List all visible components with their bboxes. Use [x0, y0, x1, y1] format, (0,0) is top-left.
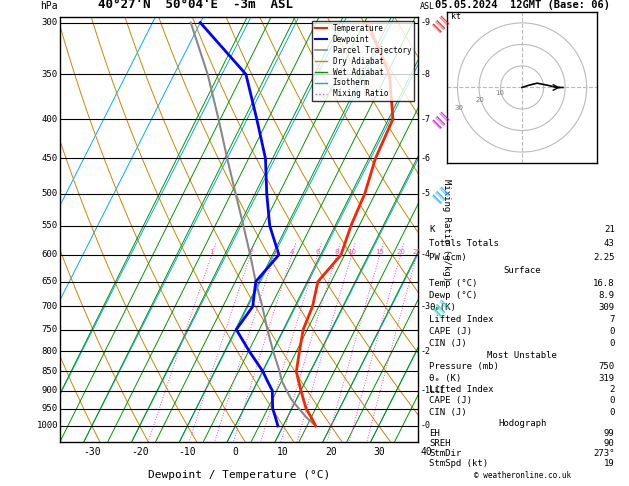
Text: -0: -0: [420, 421, 430, 431]
Text: 7: 7: [610, 315, 615, 324]
Text: -9: -9: [420, 18, 430, 27]
Text: 500: 500: [42, 189, 58, 198]
Text: 99: 99: [604, 429, 615, 438]
Text: ║║║: ║║║: [430, 12, 450, 33]
Text: 950: 950: [42, 404, 58, 413]
Text: Lifted Index: Lifted Index: [430, 385, 494, 394]
Text: StmSpd (kt): StmSpd (kt): [430, 459, 489, 469]
Text: 2: 2: [248, 249, 253, 255]
Text: Totals Totals: Totals Totals: [430, 239, 499, 248]
Text: K: K: [430, 225, 435, 234]
Text: CIN (J): CIN (J): [430, 408, 467, 417]
Text: 0: 0: [610, 339, 615, 348]
Text: 30: 30: [455, 104, 464, 110]
Text: -3: -3: [420, 302, 430, 311]
Text: 0: 0: [232, 447, 238, 456]
Text: SREH: SREH: [430, 439, 451, 448]
Text: ║║║: ║║║: [430, 296, 450, 317]
Text: 319: 319: [599, 374, 615, 383]
Text: 0: 0: [610, 397, 615, 405]
Text: 800: 800: [42, 347, 58, 356]
Text: θₑ(K): θₑ(K): [430, 303, 457, 312]
Text: 20: 20: [396, 249, 405, 255]
Text: Pressure (mb): Pressure (mb): [430, 363, 499, 371]
Text: 10: 10: [347, 249, 356, 255]
Text: 30: 30: [373, 447, 384, 456]
Text: km
ASL: km ASL: [420, 0, 435, 11]
Text: -30: -30: [83, 447, 101, 456]
Text: 8.9: 8.9: [599, 291, 615, 300]
Text: θₑ (K): θₑ (K): [430, 374, 462, 383]
Text: Lifted Index: Lifted Index: [430, 315, 494, 324]
Text: 850: 850: [42, 367, 58, 376]
Text: EH: EH: [430, 429, 440, 438]
Text: 309: 309: [599, 303, 615, 312]
Text: 25: 25: [413, 249, 421, 255]
Text: 10: 10: [495, 90, 504, 96]
Text: -2: -2: [420, 347, 430, 356]
Text: 8: 8: [335, 249, 339, 255]
Text: 21: 21: [604, 225, 615, 234]
Text: CAPE (J): CAPE (J): [430, 327, 472, 336]
Text: ║║║: ║║║: [430, 108, 450, 129]
Text: Dewp (°C): Dewp (°C): [430, 291, 478, 300]
Text: 2: 2: [610, 385, 615, 394]
Text: hPa: hPa: [40, 0, 58, 11]
Text: 750: 750: [42, 325, 58, 334]
Text: -4: -4: [420, 250, 430, 260]
Legend: Temperature, Dewpoint, Parcel Trajectory, Dry Adiabat, Wet Adiabat, Isotherm, Mi: Temperature, Dewpoint, Parcel Trajectory…: [312, 21, 415, 102]
Text: -20: -20: [131, 447, 148, 456]
Text: 19: 19: [604, 459, 615, 469]
Text: 900: 900: [42, 386, 58, 395]
Text: -1LCL: -1LCL: [420, 386, 445, 395]
Text: Dewpoint / Temperature (°C): Dewpoint / Temperature (°C): [148, 470, 330, 480]
Text: -10: -10: [179, 447, 196, 456]
Text: 05.05.2024  12GMT (Base: 06): 05.05.2024 12GMT (Base: 06): [435, 0, 610, 10]
Text: 20: 20: [475, 97, 484, 103]
Text: CAPE (J): CAPE (J): [430, 397, 472, 405]
Text: Mixing Ratio (g/kg): Mixing Ratio (g/kg): [442, 178, 451, 281]
Text: Most Unstable: Most Unstable: [487, 351, 557, 360]
Text: 10: 10: [277, 447, 289, 456]
Text: 550: 550: [42, 221, 58, 230]
Text: 4: 4: [290, 249, 294, 255]
Text: © weatheronline.co.uk: © weatheronline.co.uk: [474, 470, 571, 480]
Text: -8: -8: [420, 70, 430, 79]
Text: 600: 600: [42, 250, 58, 260]
Text: StmDir: StmDir: [430, 449, 462, 458]
Text: 273°: 273°: [593, 449, 615, 458]
Text: 1: 1: [209, 249, 214, 255]
Text: 40: 40: [421, 447, 432, 456]
Text: 300: 300: [42, 18, 58, 27]
Text: 450: 450: [42, 154, 58, 163]
Text: 1000: 1000: [36, 421, 58, 431]
Text: 90: 90: [604, 439, 615, 448]
Text: 15: 15: [376, 249, 384, 255]
Text: PW (cm): PW (cm): [430, 253, 467, 262]
Text: 350: 350: [42, 70, 58, 79]
Text: Hodograph: Hodograph: [498, 418, 546, 428]
Text: 3: 3: [272, 249, 277, 255]
Text: Surface: Surface: [503, 266, 541, 276]
Text: 0: 0: [610, 408, 615, 417]
Text: 20: 20: [325, 447, 337, 456]
Text: 650: 650: [42, 277, 58, 286]
Text: -5: -5: [420, 189, 430, 198]
Text: 750: 750: [599, 363, 615, 371]
Text: 16.8: 16.8: [593, 278, 615, 288]
Text: -6: -6: [420, 154, 430, 163]
Text: 400: 400: [42, 115, 58, 123]
Text: 6: 6: [315, 249, 320, 255]
Text: 0: 0: [610, 327, 615, 336]
Text: 40°27'N  50°04'E  -3m  ASL: 40°27'N 50°04'E -3m ASL: [99, 0, 294, 11]
Text: 700: 700: [42, 302, 58, 311]
Text: 2.25: 2.25: [593, 253, 615, 262]
Text: Temp (°C): Temp (°C): [430, 278, 478, 288]
Text: -7: -7: [420, 115, 430, 123]
Text: kt: kt: [451, 12, 461, 20]
Text: CIN (J): CIN (J): [430, 339, 467, 348]
Text: ║║║: ║║║: [430, 183, 450, 204]
Text: 43: 43: [604, 239, 615, 248]
